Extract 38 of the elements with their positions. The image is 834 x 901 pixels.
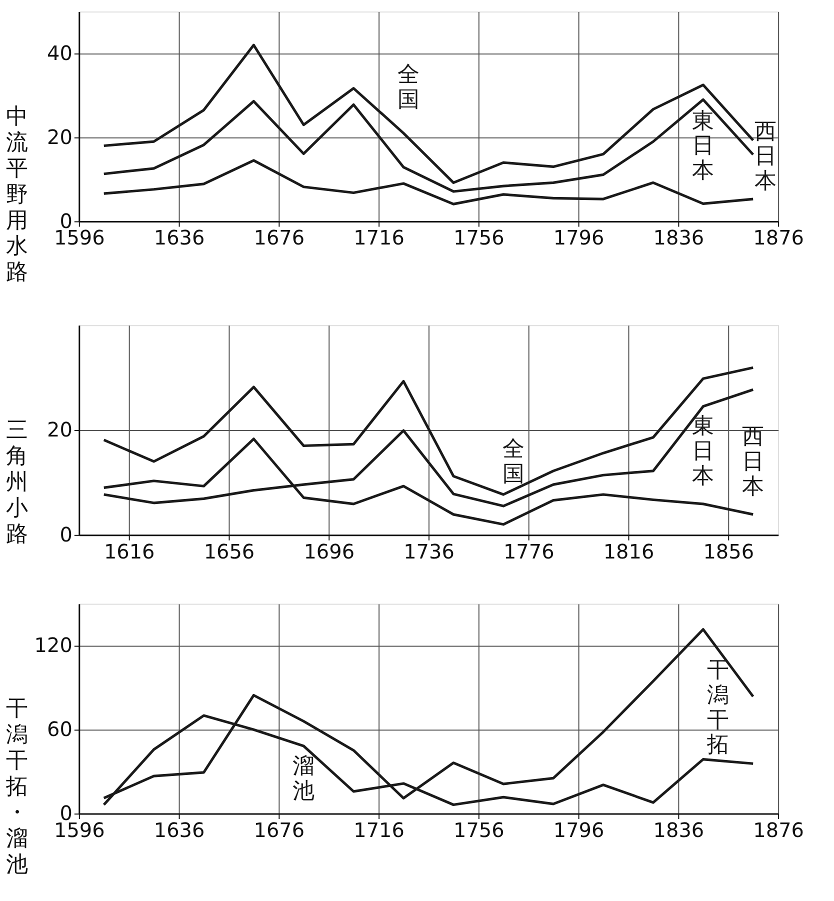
series-label: 全国 xyxy=(398,62,420,112)
x-tick-label: 1876 xyxy=(753,818,804,842)
x-tick-label: 1816 xyxy=(603,539,654,564)
series-label: 西日本 xyxy=(742,424,764,500)
x-tick-label: 1736 xyxy=(404,539,454,564)
line-series xyxy=(102,44,754,184)
x-tick-label: 1616 xyxy=(104,539,155,564)
x-tick-label: 1836 xyxy=(653,818,704,842)
y-tick-label: 20 xyxy=(46,124,72,149)
x-tick-label: 1716 xyxy=(354,818,404,842)
series-label: 干潟干拓 xyxy=(706,658,730,758)
y-tick-label: 20 xyxy=(46,418,72,442)
x-tick-label: 1636 xyxy=(154,226,205,250)
y-tick-label: 60 xyxy=(46,717,72,742)
y-axis-title: 三角州小路 xyxy=(6,418,28,547)
x-tick-label: 1756 xyxy=(454,818,504,842)
y-tick-label: 120 xyxy=(34,633,72,658)
series-label: 溜池 xyxy=(292,754,315,804)
x-tick-label: 1856 xyxy=(703,539,754,564)
x-tick-label: 1676 xyxy=(254,226,305,250)
x-tick-label: 1876 xyxy=(753,226,804,250)
x-tick-label: 1796 xyxy=(553,226,604,250)
x-tick-label: 1636 xyxy=(154,818,205,842)
y-axis-title: 中流平野用水路 xyxy=(6,104,28,286)
x-tick-label: 1796 xyxy=(553,818,604,842)
x-tick-label: 1716 xyxy=(354,226,404,250)
y-tick-label: 40 xyxy=(46,40,72,65)
x-tick-label: 1676 xyxy=(254,818,305,842)
x-tick-label: 1776 xyxy=(503,539,554,564)
x-tick-label: 1696 xyxy=(304,539,355,564)
x-tick-label: 1756 xyxy=(454,226,504,250)
x-tick-label: 1836 xyxy=(653,226,704,250)
y-axis-title: 干潟干拓・溜池 xyxy=(4,696,28,878)
x-tick-label: 1656 xyxy=(204,539,255,564)
series-label: 東日本 xyxy=(692,108,714,184)
series-label: 全国 xyxy=(502,436,524,487)
y-tick-label: 0 xyxy=(60,522,72,546)
line-series xyxy=(102,159,754,206)
